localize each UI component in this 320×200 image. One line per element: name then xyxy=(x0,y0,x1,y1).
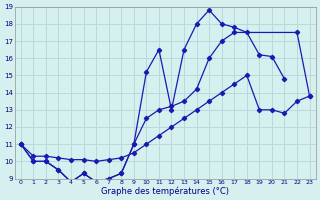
X-axis label: Graphe des températures (°C): Graphe des températures (°C) xyxy=(101,186,229,196)
